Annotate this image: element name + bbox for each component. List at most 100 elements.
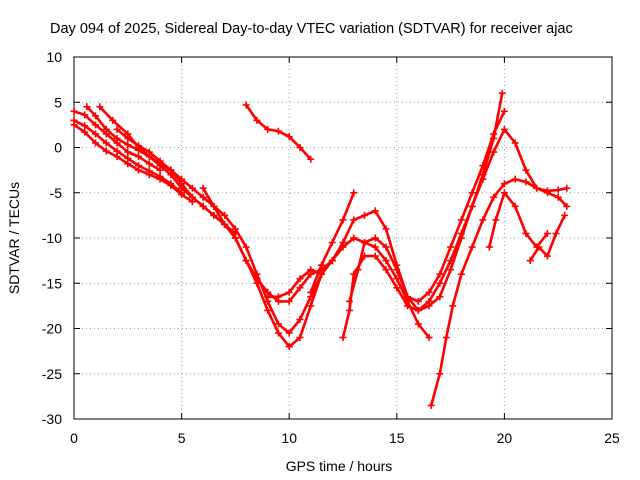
data-point [253,270,261,278]
data-point [307,155,315,163]
series-line [72,123,194,204]
data-point [479,216,487,224]
data-point [350,216,358,224]
data-point [178,191,186,199]
y-tick-label: 0 [54,140,62,156]
series-line [201,186,323,348]
data-point [425,288,433,296]
data-point [92,130,100,138]
data-point [511,202,519,210]
data-point [109,116,117,124]
data-point [70,121,78,129]
data-point [221,220,229,228]
data-point [490,134,498,142]
data-point [563,184,571,192]
data-point [457,216,465,224]
data-point [522,178,530,186]
data-point [253,279,261,287]
data-point [135,153,143,161]
data-point [543,252,551,260]
data-point [264,125,272,133]
data-point [490,193,498,201]
x-axis-label: GPS time / hours [286,458,393,474]
data-point [526,257,534,265]
data-point [500,125,508,133]
data-point [350,189,358,197]
data-point [167,182,175,190]
data-point [468,189,476,197]
data-point [102,125,110,133]
series-layer [70,89,571,409]
series-arc-13 [427,175,571,409]
data-point [543,189,551,197]
data-point [92,139,100,147]
data-point [447,243,455,251]
data-point [425,302,433,310]
data-point [447,266,455,274]
data-point [96,103,104,111]
chart-title: Day 094 of 2025, Sidereal Day-to-day VTE… [50,21,573,37]
data-point [382,257,390,265]
data-point [124,141,132,149]
data-point [274,320,282,328]
data-point [285,288,293,296]
data-point [436,293,444,301]
data-point [242,101,250,109]
data-point [81,111,89,119]
data-point [479,171,487,179]
tick-labels: 0 5 10 15 20 25 10 5 0 -5 -10 -15 -20 -25 -30 [42,49,620,446]
data-point [124,148,132,156]
data-point [231,234,239,242]
data-point [113,153,121,161]
data-point [522,229,530,237]
data-point [135,166,143,174]
data-point [274,329,282,337]
data-point [92,112,100,120]
series-arc-12 [345,89,506,314]
data-point [485,243,493,251]
data-point [436,270,444,278]
y-tick-label: 5 [54,94,62,110]
data-point [427,401,435,409]
data-point [156,175,164,183]
data-point [500,107,508,115]
data-point [145,148,153,156]
data-point [554,193,562,201]
data-point [83,103,91,111]
data-point [135,142,143,150]
data-point [285,133,293,141]
series-arc-3 [70,121,196,206]
data-point [339,239,347,247]
data-point [382,266,390,274]
data-point [124,160,132,168]
series-line [348,91,504,312]
data-point [339,334,347,342]
data-point [414,320,422,328]
data-point [178,184,186,192]
data-point [274,127,282,135]
data-point [511,139,519,147]
series-arc-10 [307,189,358,296]
data-point [345,297,353,305]
data-point [345,306,353,314]
data-point [210,202,218,210]
data-point [535,243,543,251]
data-point [563,202,571,210]
data-point [102,139,110,147]
data-point [113,125,121,133]
data-point [543,229,551,237]
y-tick-label: -30 [42,411,62,427]
series-arc-8 [242,101,315,163]
grid [74,57,612,419]
data-point [113,134,121,142]
y-tick-label: -15 [42,275,62,291]
data-point [350,234,358,242]
data-point [231,225,239,233]
data-point [274,293,282,301]
y-axis-label: SDTVAR / TECUs [6,182,22,294]
data-point [393,284,401,292]
data-point [221,211,229,219]
data-point [468,202,476,210]
